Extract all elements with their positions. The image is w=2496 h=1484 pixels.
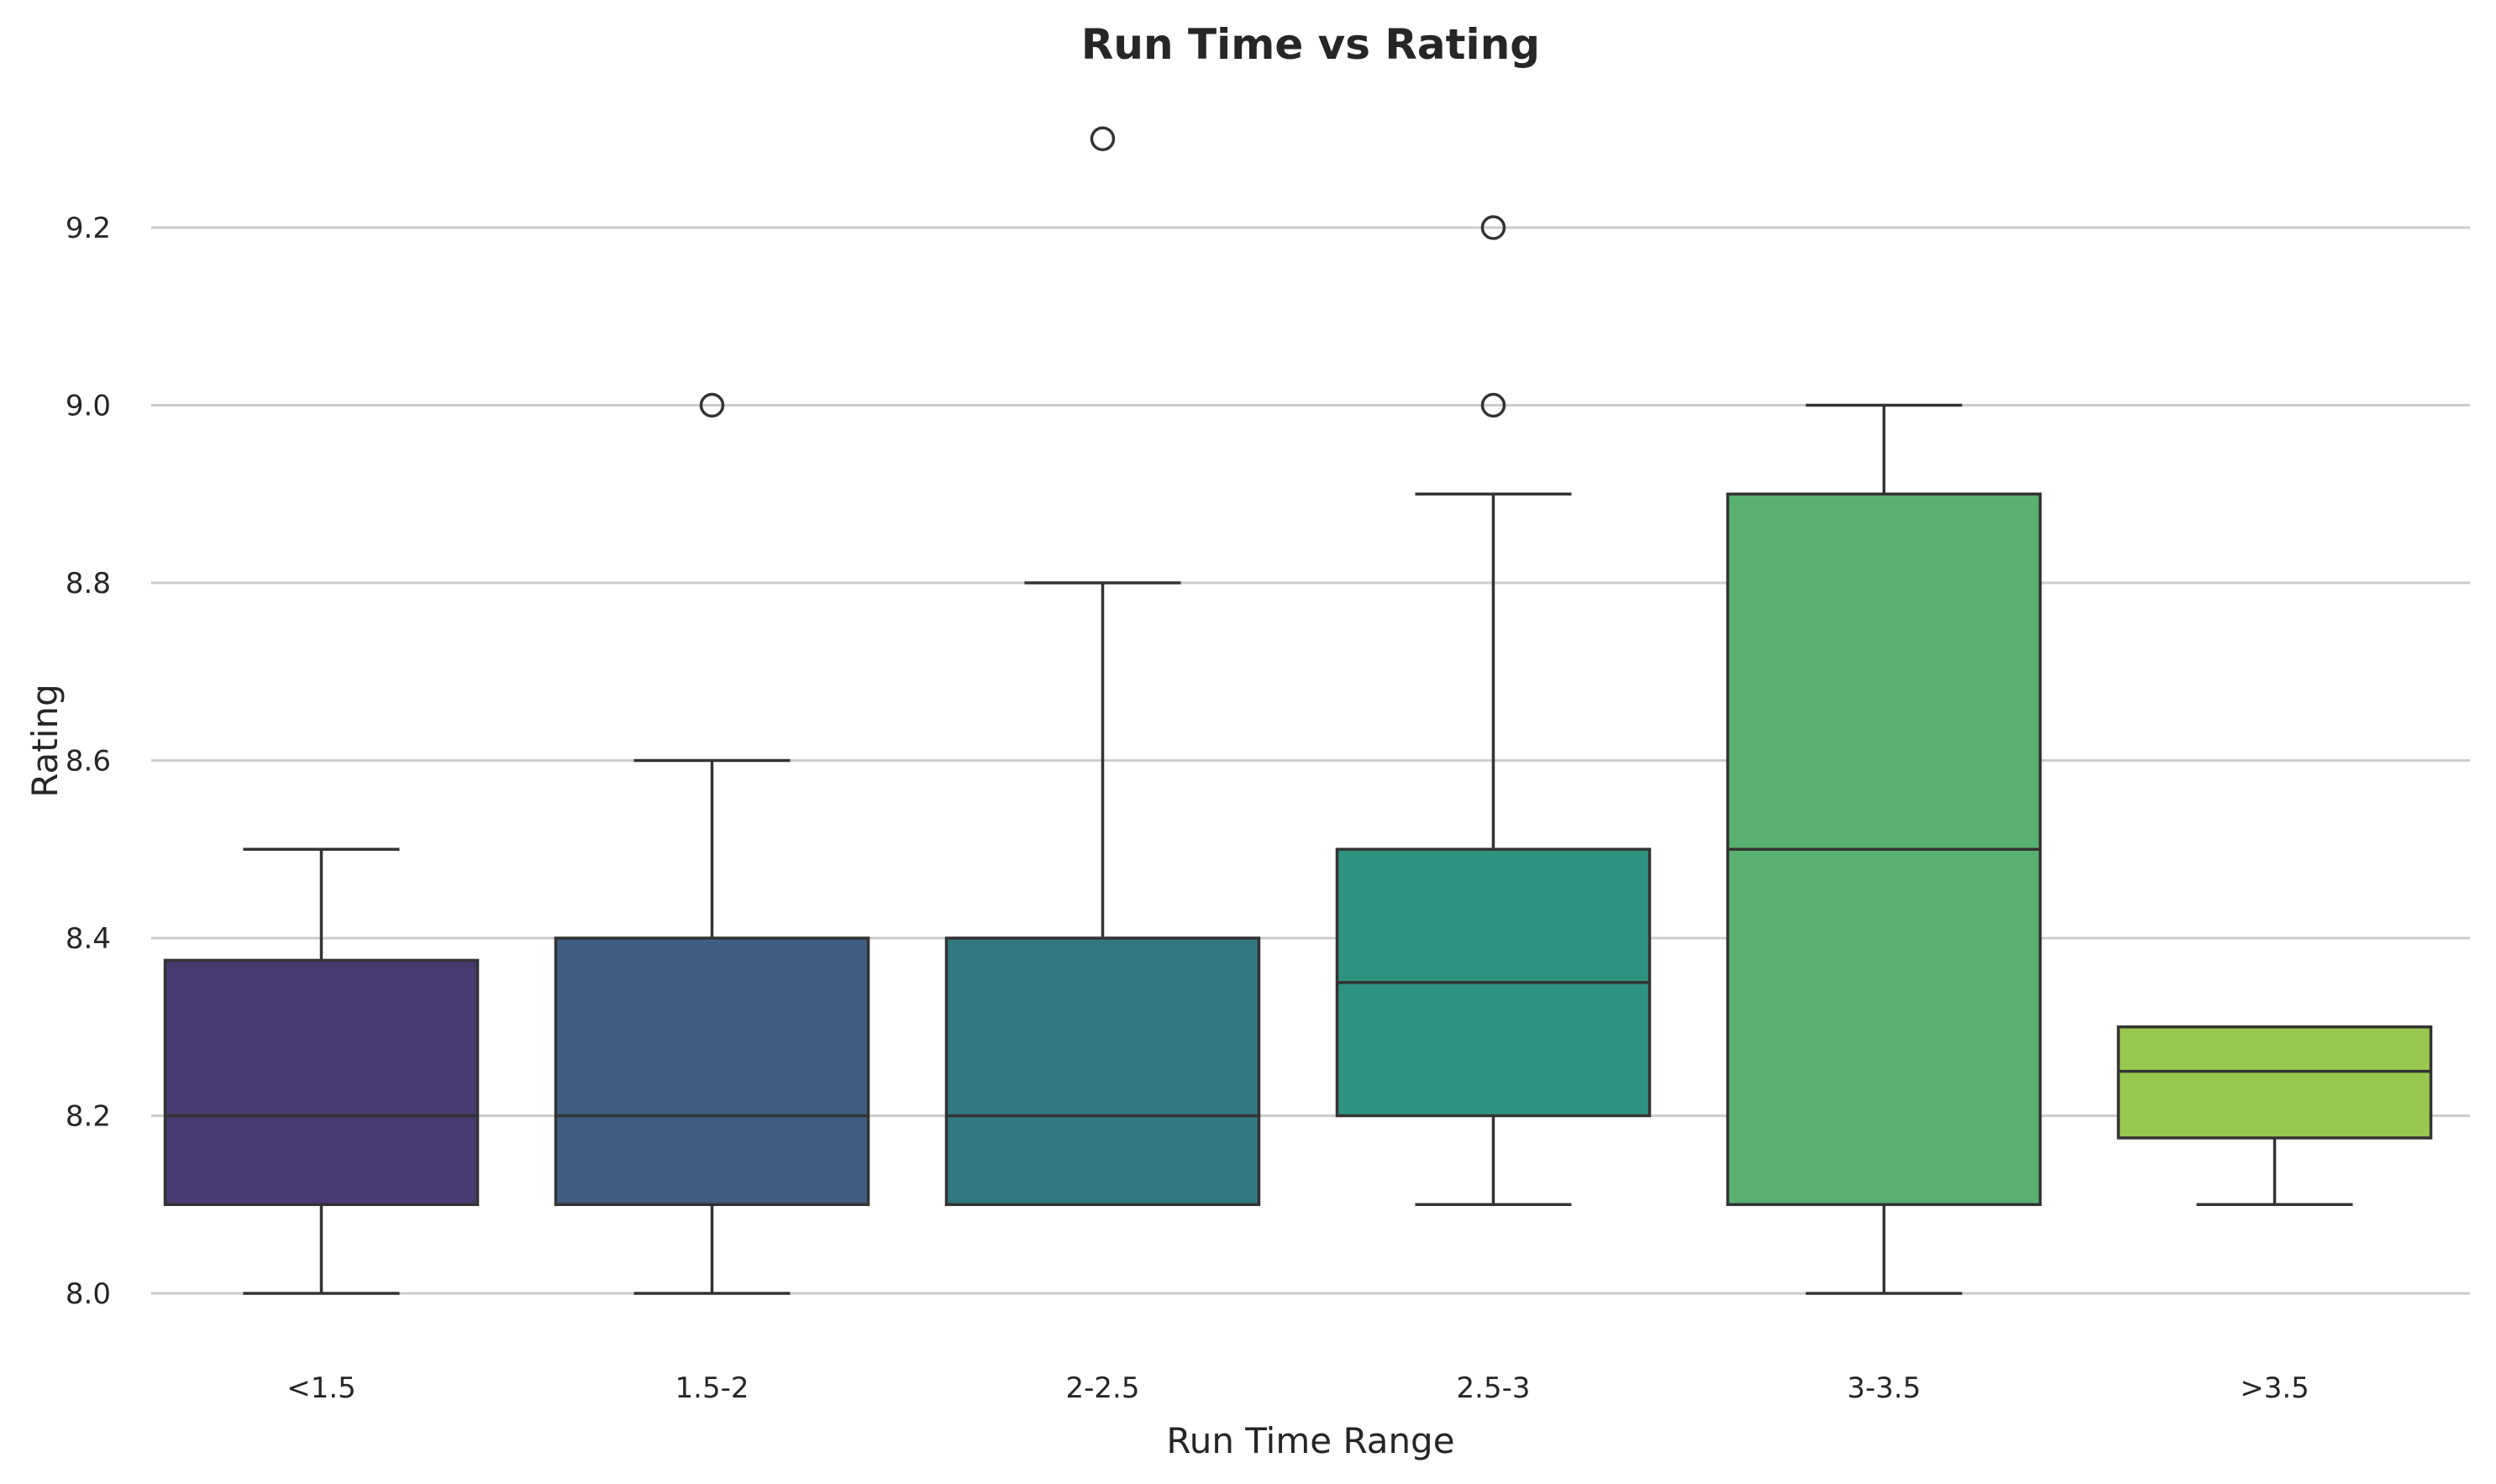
x-tick-label: 2.5-3 [1457, 1371, 1531, 1405]
outlier-point [1090, 126, 1116, 151]
y-tick-label: 9.0 [66, 390, 111, 423]
x-tick-label: 3-3.5 [1847, 1371, 1921, 1405]
y-axis-label: Rating [24, 684, 66, 797]
y-tick-label: 9.2 [66, 212, 111, 245]
box-group [1726, 403, 2042, 1295]
gridlines [151, 226, 2470, 1295]
outlier-point [1480, 215, 1506, 240]
y-tick-label: 8.6 [66, 745, 111, 779]
box [163, 958, 480, 1206]
y-tick-label: 8.0 [66, 1277, 111, 1311]
x-tick-label: >3.5 [2240, 1371, 2309, 1405]
y-tick-label: 8.4 [66, 922, 111, 956]
box-group [1335, 215, 1652, 1206]
box [944, 936, 1261, 1206]
box-group [944, 126, 1261, 1206]
box-group [2116, 1025, 2433, 1206]
x-tick-label: <1.5 [286, 1371, 356, 1405]
x-tick-label: 1.5-2 [675, 1371, 749, 1405]
box [2116, 1025, 2433, 1140]
box-group [163, 847, 480, 1295]
y-tick-label: 8.8 [66, 567, 111, 600]
box [554, 936, 870, 1206]
y-tick-label: 8.2 [66, 1100, 111, 1134]
box-group [554, 392, 870, 1295]
y-axis-ticks: 8.0 8.2 8.4 8.6 8.8 9.0 9.2 [66, 212, 111, 1311]
x-tick-label: 2-2.5 [1066, 1371, 1140, 1405]
boxes [163, 126, 2433, 1295]
chart-title: Run Time vs Rating [1081, 20, 1540, 69]
outlier-point [1480, 392, 1506, 418]
outlier-point [699, 392, 725, 418]
x-axis-label: Run Time Range [1166, 1420, 1454, 1461]
x-axis-ticks: <1.5 1.5-2 2-2.5 2.5-3 3-3.5 >3.5 [286, 1371, 2309, 1405]
